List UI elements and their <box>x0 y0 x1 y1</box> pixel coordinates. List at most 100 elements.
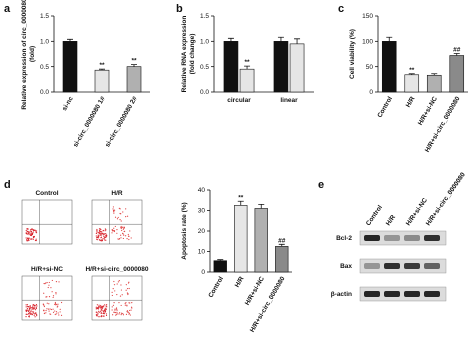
flow-dot <box>120 227 122 230</box>
bar <box>275 246 289 273</box>
y-tick-label: 0.0 <box>40 89 49 96</box>
flow-dot <box>97 234 99 236</box>
flow-dot <box>131 302 133 304</box>
flow-dot <box>99 307 101 309</box>
flow-dot <box>33 236 35 238</box>
flow-dot <box>126 304 128 306</box>
flow-dot <box>104 307 106 309</box>
error-bar <box>431 73 438 76</box>
error-bar <box>294 38 301 44</box>
flow-dot <box>60 301 63 304</box>
flow-dot <box>130 309 132 311</box>
flow-dot <box>54 303 57 305</box>
flow-dot <box>120 220 122 222</box>
bar <box>234 205 248 273</box>
flow-dot <box>54 301 56 304</box>
flow-dot <box>119 312 121 314</box>
x-tick-label: circular <box>227 97 251 104</box>
flow-dot <box>45 312 47 314</box>
flow-dot <box>103 234 105 236</box>
flow-dot <box>114 225 116 228</box>
protein-label: Bcl-2 <box>336 235 352 242</box>
flow-dot <box>28 234 30 236</box>
flow-dot <box>101 315 103 317</box>
blot-band <box>424 291 440 297</box>
flow-dot <box>102 305 105 307</box>
y-axis-title: Relative RNA expression <box>181 16 188 93</box>
flow-dot <box>34 309 37 311</box>
flow-dot <box>58 281 60 283</box>
x-tick-label: Control <box>207 275 225 299</box>
flow-dot <box>121 294 123 296</box>
flow-dot <box>30 309 32 311</box>
blot-band <box>404 291 420 297</box>
y-tick-label: 0.0 <box>200 89 209 96</box>
blot-band <box>384 263 400 269</box>
y-axis-title: Relative expression of circ_0000080 <box>21 0 28 110</box>
flow-dot <box>30 238 32 240</box>
flow-dot <box>29 229 32 231</box>
flow-dot <box>118 313 120 315</box>
flow-dot <box>120 226 122 229</box>
flow-dot <box>99 233 101 235</box>
flow-dot <box>121 232 124 234</box>
flow-dot <box>28 232 31 234</box>
bar <box>404 74 420 93</box>
flow-dot <box>126 310 128 313</box>
flow-dot <box>95 235 97 237</box>
flow-dot <box>55 293 57 295</box>
flow-dot <box>26 232 28 234</box>
flow-dot <box>102 238 104 240</box>
y-tick-label: 1.5 <box>200 13 209 20</box>
flow-dot <box>57 312 59 314</box>
flow-dot <box>26 310 28 312</box>
x-tick-label: si-circ_0000080 2# <box>104 95 139 148</box>
flow-dot <box>105 236 107 239</box>
flow-dot <box>123 226 125 228</box>
flow-dot <box>31 232 33 234</box>
flow-dot <box>128 287 130 290</box>
significance-label: ## <box>453 46 461 53</box>
panel-label: d <box>4 179 11 191</box>
flow-dot <box>52 295 55 297</box>
flow-dot <box>30 312 32 314</box>
flow-dot <box>100 312 102 315</box>
flow-dot <box>27 310 30 313</box>
flow-dot <box>31 233 34 235</box>
flow-dot <box>28 315 31 317</box>
flow-dot <box>112 314 114 316</box>
flow-dot <box>97 313 99 315</box>
flow-dot <box>103 235 105 238</box>
error-bar <box>408 73 415 75</box>
flow-dot <box>36 305 38 307</box>
flow-dot <box>115 307 118 309</box>
y-tick-label: 10 <box>198 249 206 256</box>
flow-dot <box>118 207 120 209</box>
flow-dot <box>113 284 116 286</box>
bar <box>126 66 142 93</box>
significance-label: ** <box>131 58 137 65</box>
flow-panels: Control H/R H/R+si-NC H/R+si-circ_0000080 <box>21 190 149 321</box>
flow-dot <box>119 219 121 221</box>
flow-dot <box>36 315 38 317</box>
flow-dot <box>28 306 30 308</box>
flow-dot <box>104 311 106 313</box>
y-axis-title: Apoptosis rate (%) <box>181 202 188 259</box>
flow-dot <box>50 313 52 315</box>
flow-dot <box>35 230 38 232</box>
flow-dot <box>35 307 38 309</box>
flow-dot <box>117 238 119 240</box>
flow-dot <box>102 315 104 317</box>
y-axis-title: Cell viability (%) <box>349 29 356 79</box>
flow-dot <box>116 232 118 234</box>
flow-dot <box>101 310 103 312</box>
blot-band <box>384 291 400 297</box>
flow-dot <box>30 228 33 230</box>
flow-dot <box>101 308 103 310</box>
flow-dot <box>33 304 35 306</box>
flow-dot <box>44 312 46 314</box>
flow-dot <box>123 234 125 236</box>
flow-dot <box>35 304 38 306</box>
x-tick-label: linear <box>280 97 298 104</box>
flow-dot <box>103 313 106 315</box>
